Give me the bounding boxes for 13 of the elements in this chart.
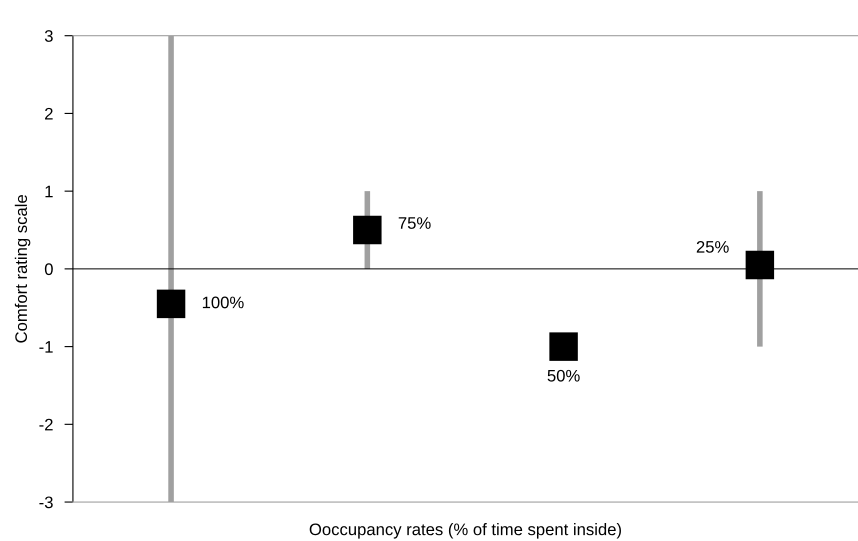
y-tick-label: -2 [39, 418, 53, 430]
x-tick-label: 100% [202, 296, 244, 308]
y-tick-label: -3 [39, 496, 53, 508]
y-tick-label: -1 [39, 341, 53, 353]
x-axis-title: Ooccupancy rates (% of time spent inside) [310, 523, 621, 539]
x-tick-label: 50% [548, 370, 580, 382]
y-axis-title: Comfort rating scale [14, 195, 30, 343]
x-tick-label: 75% [398, 217, 431, 229]
y-tick-label: 0 [44, 263, 53, 276]
y-tick-label: 2 [45, 108, 53, 120]
x-tick-label: 25% [696, 240, 729, 253]
y-tick-label: 1 [45, 186, 53, 198]
y-tick-label: 3 [44, 30, 53, 42]
